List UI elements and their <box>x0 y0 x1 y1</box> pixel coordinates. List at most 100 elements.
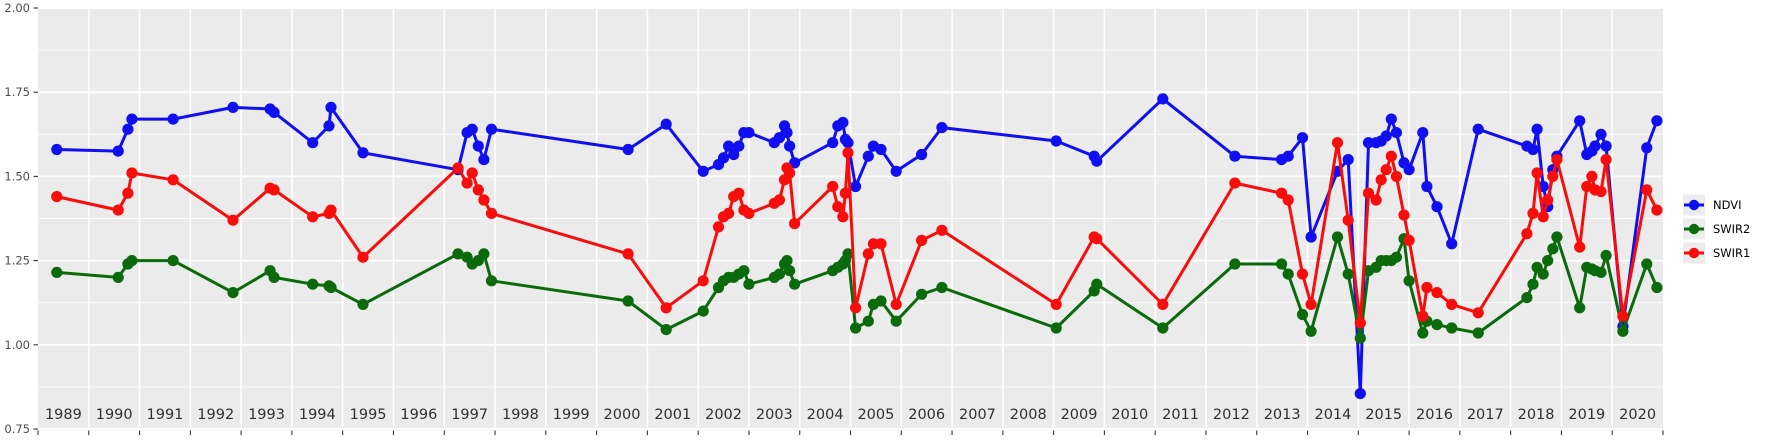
data-point-SWIR1 <box>1305 298 1317 310</box>
data-point-SWIR1 <box>1331 137 1344 149</box>
x-tick-label: 2005 <box>857 407 894 423</box>
x-tick-label: 2014 <box>1314 407 1351 423</box>
data-point-SWIR2 <box>1600 249 1612 262</box>
data-point-SWIR1 <box>832 201 844 213</box>
x-tick-label: 2012 <box>1213 407 1250 423</box>
data-point-NDVI <box>1380 130 1392 142</box>
data-point-SWIR2 <box>862 315 874 327</box>
data-point-SWIR2 <box>1551 231 1563 243</box>
data-point-NDVI <box>1403 164 1415 176</box>
data-point-SWIR2 <box>1282 268 1294 280</box>
data-point-SWIR1 <box>167 174 179 186</box>
data-point-SWIR2 <box>1342 268 1354 280</box>
data-point-SWIR1 <box>1421 281 1433 294</box>
data-point-SWIR1 <box>743 207 755 219</box>
x-tick-label: 2009 <box>1061 407 1098 423</box>
x-tick-label: 1998 <box>502 407 539 423</box>
data-point-SWIR1 <box>862 248 874 260</box>
x-tick-label: 2002 <box>705 407 742 423</box>
data-point-NDVI <box>1527 143 1539 156</box>
x-tick-label: 2017 <box>1467 407 1504 423</box>
data-point-SWIR2 <box>890 315 902 327</box>
data-point-NDVI <box>890 165 902 177</box>
data-point-SWIR1 <box>1551 154 1563 166</box>
data-point-SWIR1 <box>1296 268 1309 280</box>
data-point-SWIR2 <box>478 248 490 260</box>
legend-label-NDVI: NDVI <box>1713 198 1742 212</box>
data-point-SWIR2 <box>850 322 862 334</box>
data-point-SWIR1 <box>268 184 280 196</box>
data-point-NDVI <box>1305 231 1317 243</box>
data-point-NDVI <box>1446 238 1458 250</box>
data-point-NDVI <box>1641 142 1653 154</box>
x-tick-label: 1989 <box>45 407 82 423</box>
data-point-SWIR1 <box>478 194 490 206</box>
data-point-SWIR1 <box>890 298 902 310</box>
data-point-SWIR2 <box>1157 322 1169 334</box>
data-point-NDVI <box>850 180 862 193</box>
data-point-SWIR1 <box>1403 234 1415 246</box>
data-point-SWIR1 <box>1398 209 1410 221</box>
x-tick-label: 2010 <box>1111 407 1148 423</box>
data-point-SWIR1 <box>837 211 849 223</box>
data-point-SWIR1 <box>122 187 134 199</box>
data-point-SWIR1 <box>126 167 138 179</box>
data-point-NDVI <box>1417 127 1429 139</box>
data-point-SWIR1 <box>1586 170 1598 182</box>
data-point-SWIR2 <box>357 298 369 310</box>
data-point-NDVI <box>1229 150 1241 162</box>
data-point-NDVI <box>1431 201 1443 213</box>
data-point-SWIR2 <box>1521 292 1533 304</box>
data-point-NDVI <box>478 154 490 166</box>
data-point-NDVI <box>323 120 335 132</box>
data-point-SWIR2 <box>1641 258 1653 270</box>
data-point-SWIR1 <box>697 275 709 287</box>
y-tick-label: 0.75 <box>4 422 30 436</box>
data-point-NDVI <box>862 150 874 162</box>
data-point-NDVI <box>728 148 740 161</box>
data-point-SWIR2 <box>112 271 124 283</box>
data-point-NDVI <box>1472 123 1484 135</box>
data-point-SWIR2 <box>773 268 786 280</box>
data-point-SWIR1 <box>51 191 63 203</box>
data-point-NDVI <box>717 152 730 164</box>
x-tick-label: 2018 <box>1518 407 1555 423</box>
data-point-SWIR1 <box>1651 204 1663 216</box>
data-point-SWIR2 <box>1229 258 1241 270</box>
data-point-NDVI <box>842 137 854 149</box>
x-tick-label: 2019 <box>1568 407 1605 423</box>
data-point-SWIR1 <box>1617 310 1629 322</box>
data-point-SWIR1 <box>1537 211 1549 223</box>
data-point-NDVI <box>1600 140 1612 152</box>
legend-glyph-point-SWIR1 <box>1688 247 1700 259</box>
data-point-SWIR1 <box>1417 310 1429 322</box>
legend-label-SWIR1: SWIR1 <box>1713 246 1750 260</box>
data-point-NDVI <box>1595 128 1607 140</box>
data-point-SWIR1 <box>1574 241 1586 253</box>
data-point-SWIR1 <box>1342 214 1354 226</box>
data-point-SWIR1 <box>1595 186 1607 198</box>
legend-glyph-point-NDVI <box>1688 199 1700 211</box>
data-point-SWIR1 <box>461 177 473 189</box>
data-point-NDVI <box>1157 93 1169 105</box>
data-point-NDVI <box>472 140 484 152</box>
x-tick-label: 2004 <box>807 407 844 423</box>
data-point-SWIR2 <box>916 288 928 300</box>
data-point-SWIR1 <box>850 302 862 314</box>
data-point-SWIR1 <box>1446 298 1458 310</box>
x-tick-label: 2003 <box>756 407 793 423</box>
data-point-SWIR1 <box>1050 298 1062 310</box>
data-point-NDVI <box>357 147 369 159</box>
x-tick-label: 2015 <box>1365 407 1402 423</box>
data-point-SWIR1 <box>1375 174 1387 186</box>
data-point-SWIR1 <box>1157 298 1169 310</box>
data-point-SWIR1 <box>1472 307 1484 319</box>
data-point-SWIR1 <box>307 211 319 223</box>
data-point-NDVI <box>1574 115 1586 127</box>
data-point-NDVI <box>1282 150 1294 162</box>
data-point-SWIR1 <box>485 207 498 219</box>
data-point-SWIR2 <box>1390 251 1402 263</box>
data-point-SWIR1 <box>325 204 337 216</box>
data-point-NDVI <box>1421 180 1433 193</box>
